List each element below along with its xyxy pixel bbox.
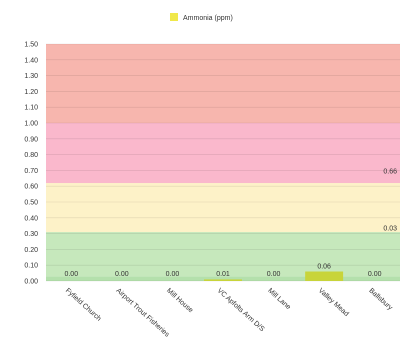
data-label: 0.00	[115, 271, 129, 278]
bars	[204, 271, 344, 281]
x-category-label: Airport Trout Fisheries	[115, 287, 171, 339]
bar	[204, 279, 242, 281]
x-category-label: Fyfield Church	[64, 287, 102, 322]
y-tick-label: 0.10	[24, 263, 38, 270]
y-tick-label: 0.20	[24, 247, 38, 254]
threshold-bands	[46, 44, 400, 281]
gridlines	[46, 43, 400, 282]
data-label: 0.06	[317, 264, 331, 271]
threshold-labels: 0.66 0.03	[383, 169, 397, 233]
y-tick-label: 0.70	[24, 168, 38, 175]
y-tick-label: 1.50	[24, 42, 38, 49]
band-1	[46, 232, 400, 277]
data-label: 0.00	[166, 271, 180, 278]
threshold-label: 0.03	[383, 226, 397, 233]
x-category-label: VC Apfolts Arm D/S	[216, 287, 266, 333]
legend-swatch	[170, 13, 178, 21]
x-category-label: Valley Mead	[317, 287, 350, 318]
bar	[305, 271, 344, 281]
y-tick-label: 0.80	[24, 152, 38, 159]
band-2	[46, 183, 400, 233]
y-tick-label: 1.20	[24, 89, 38, 96]
y-tick-label: 1.30	[24, 73, 38, 80]
y-tick-label: 1.00	[24, 121, 38, 128]
band-3	[46, 123, 400, 184]
x-category-label: Mill House	[165, 287, 194, 314]
legend: Ammonia (ppm)	[170, 13, 233, 22]
y-tick-label: 0.50	[24, 200, 38, 207]
threshold-label: 0.66	[383, 169, 397, 176]
band-0	[46, 276, 400, 281]
legend-label: Ammonia (ppm)	[183, 15, 233, 22]
x-category-label: Mill Lane	[266, 287, 292, 311]
x-category-label: Ballsbury	[367, 287, 393, 312]
data-label: 0.01	[216, 271, 230, 278]
y-tick-label: 0.30	[24, 231, 38, 238]
data-label: 0.00	[267, 271, 281, 278]
y-axis-tick-labels: 0.00 0.10 0.20 0.30 0.40 0.50 0.60 0.70 0.80 0.90…	[24, 42, 38, 286]
y-tick-label: 0.40	[24, 215, 38, 222]
y-tick-label: 0.60	[24, 184, 38, 191]
y-tick-label: 1.40	[24, 57, 38, 64]
band-4	[46, 44, 400, 123]
y-tick-label: 1.10	[24, 105, 38, 112]
y-tick-label: 0.90	[24, 136, 38, 143]
x-axis-category-labels: Fyfield Church Airport Trout FisheriesMil…	[64, 287, 394, 339]
data-label: 0.00	[64, 271, 78, 278]
y-tick-label: 0.00	[24, 279, 38, 286]
data-label: 0.00	[368, 271, 382, 278]
data-labels: 0.00 0.00 0.00 0.01 0.00 0.06 0.00	[64, 264, 381, 278]
